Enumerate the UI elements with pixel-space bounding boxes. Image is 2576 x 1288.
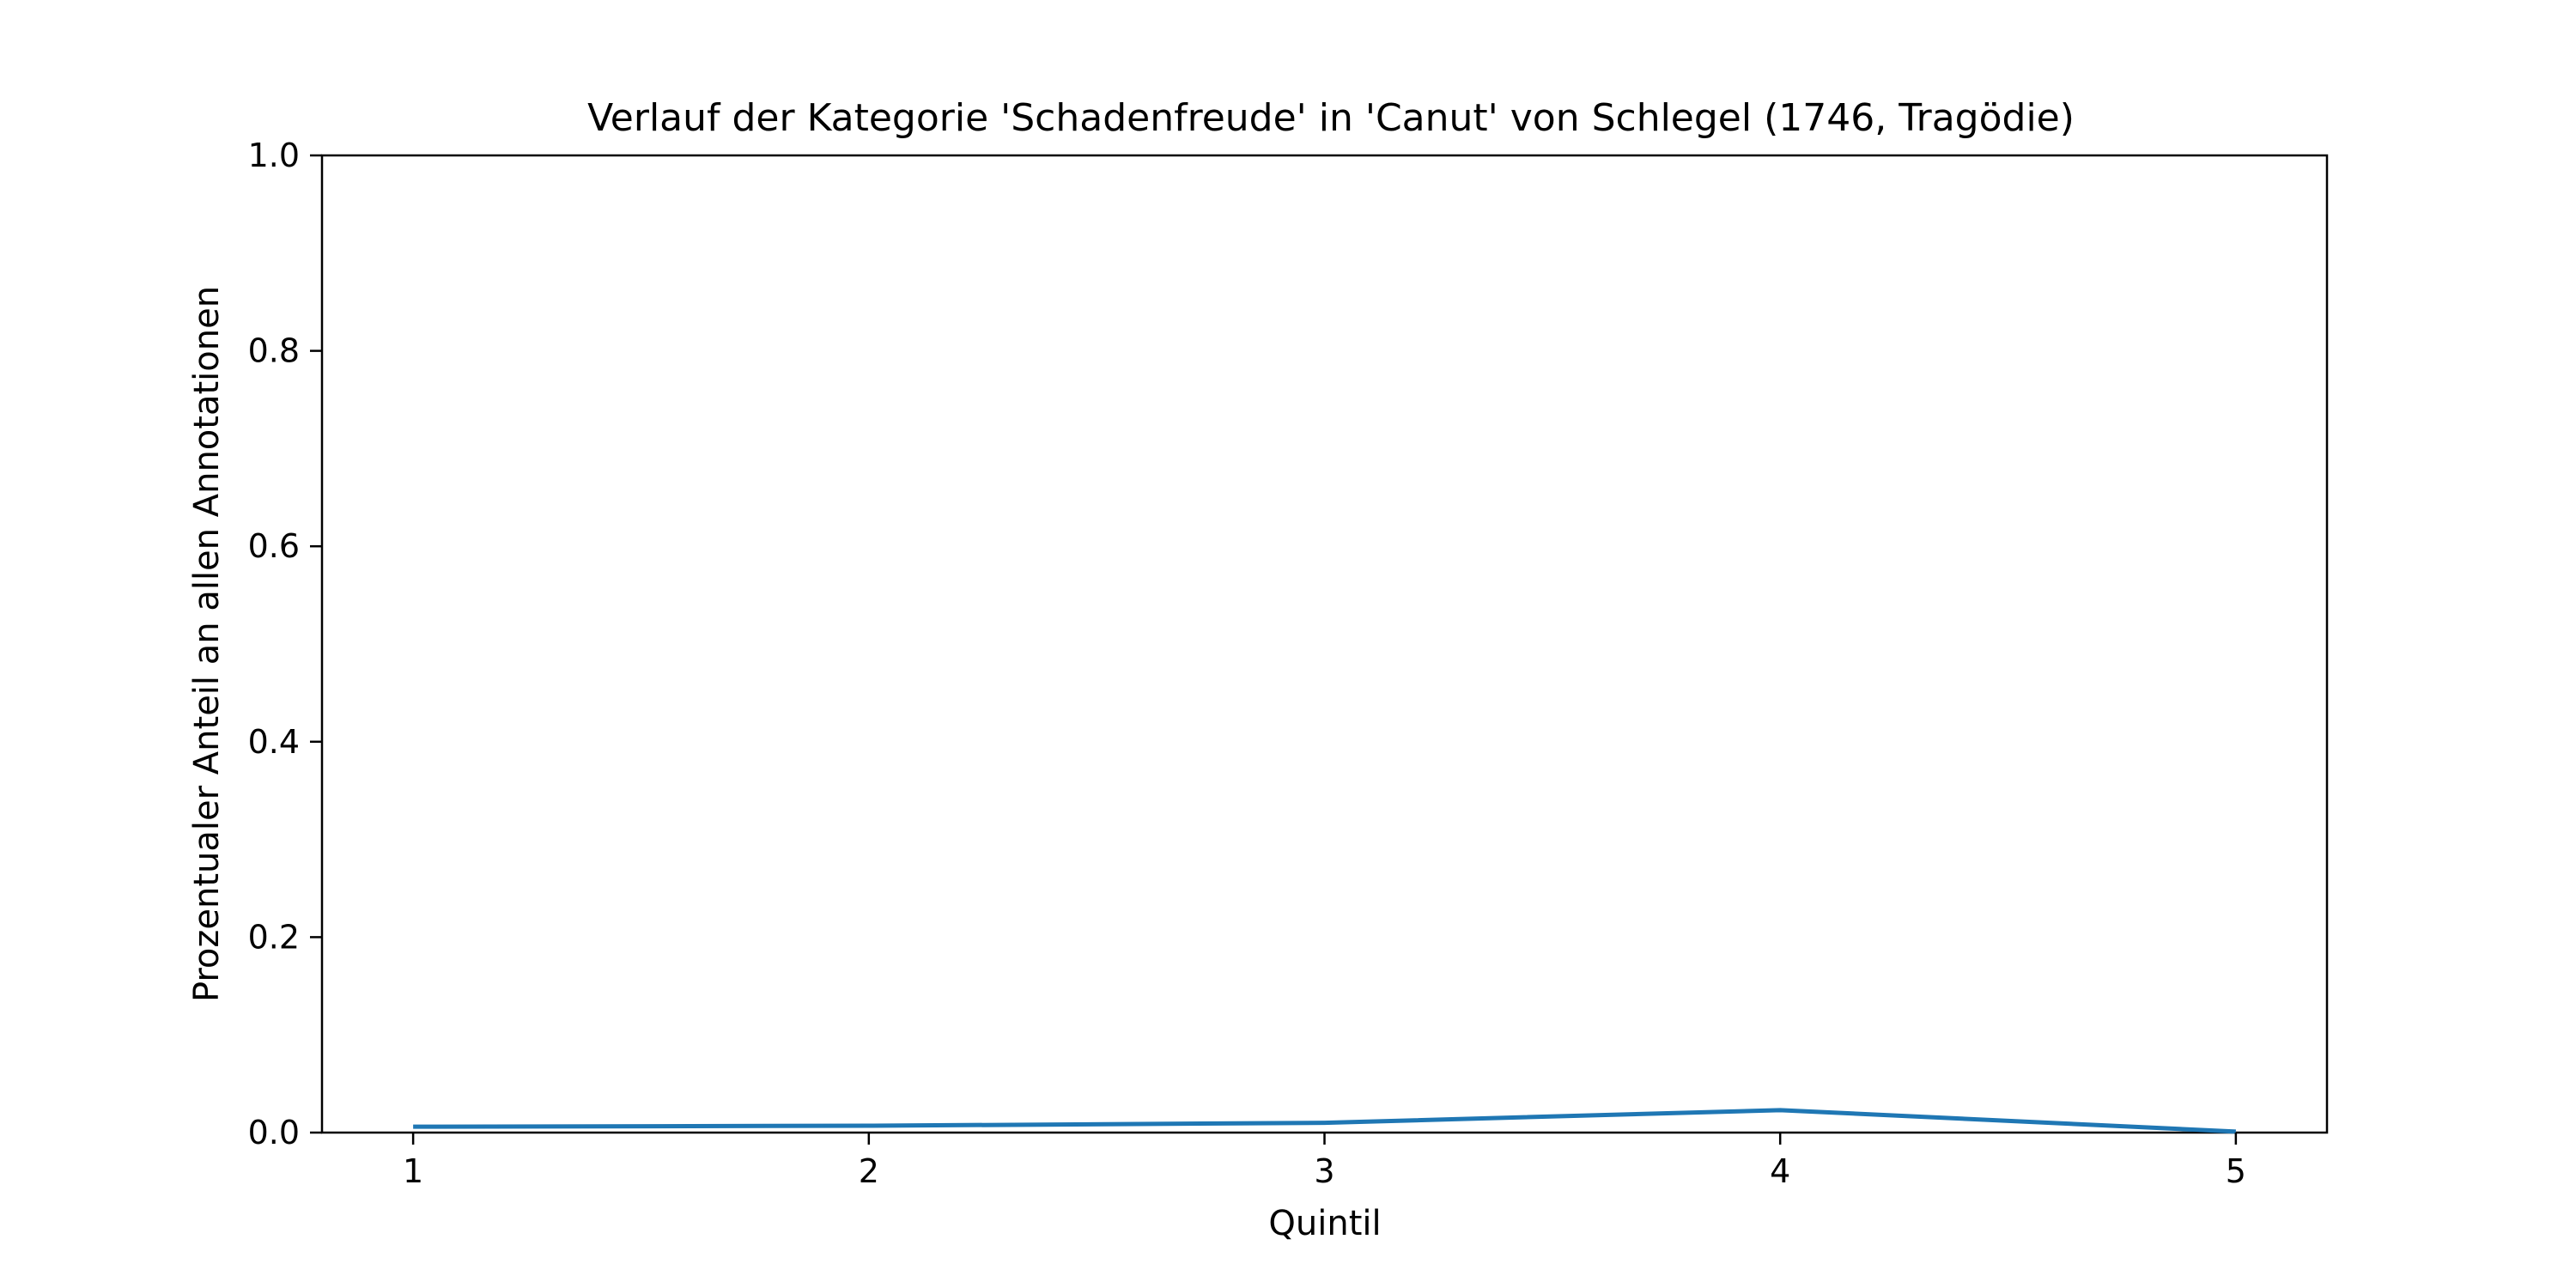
y-tick-label: 0.0	[248, 1114, 300, 1151]
y-tick-label: 0.4	[248, 723, 300, 761]
chart-title: Verlauf der Kategorie 'Schadenfreude' in…	[587, 96, 2075, 140]
x-tick-label: 4	[1770, 1152, 1790, 1190]
x-tick-label: 2	[859, 1152, 879, 1190]
y-tick-label: 0.6	[248, 527, 300, 565]
series-line	[413, 1108, 2236, 1134]
y-tick-label: 0.8	[248, 332, 300, 370]
series-layer	[413, 1108, 2236, 1134]
y-axis: 0.0 0.2 0.4 0.6 0.8 1.0	[248, 137, 322, 1151]
x-axis-label: Quintil	[1268, 1204, 1381, 1243]
y-tick-label: 1.0	[248, 137, 300, 174]
y-axis-label: Prozentualer Anteil an allen Annotatione…	[187, 286, 227, 1002]
x-axis: 1 2 3 4 5	[403, 1133, 2246, 1190]
x-tick-label: 5	[2226, 1152, 2246, 1190]
x-tick-label: 3	[1314, 1152, 1334, 1190]
x-tick-label: 1	[403, 1152, 423, 1190]
y-tick-label: 0.2	[248, 918, 300, 956]
